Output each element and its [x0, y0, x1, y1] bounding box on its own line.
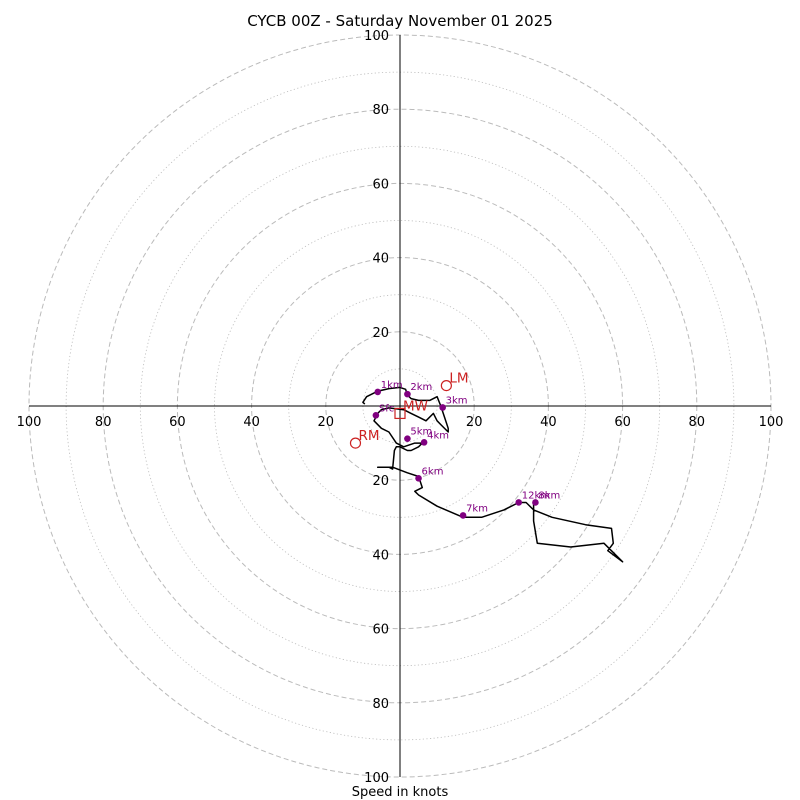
height-marker-3km [439, 404, 446, 411]
storm-motion-lm-label: LM [449, 371, 468, 387]
chart-title: CYCB 00Z - Saturday November 01 2025 [247, 12, 553, 30]
tick-down-80: 80 [372, 697, 389, 712]
tick-left-40: 40 [243, 415, 260, 430]
height-label-8km: 8km [538, 490, 560, 501]
height-label-5km: 5km [410, 427, 432, 438]
height-label-1km: 1km [381, 380, 403, 391]
tick-up-40: 40 [372, 252, 389, 267]
height-marker-7km [459, 512, 467, 519]
storm-motion-rm-marker [349, 437, 362, 449]
storm-motion-markers: LM RM MW [349, 371, 469, 449]
tick-down-100: 100 [364, 771, 389, 786]
tick-up-80: 80 [372, 103, 389, 118]
height-label-2km: 2km [410, 382, 432, 393]
tick-down-40: 40 [372, 548, 389, 563]
height-label-6km: 6km [422, 466, 444, 477]
height-marker-6km [415, 475, 422, 482]
tick-right-20: 20 [466, 415, 483, 430]
x-axis-label: Speed in knots [352, 785, 449, 800]
height-marker-12km [515, 499, 523, 506]
wind-trace [362, 386, 624, 563]
height-label-3km: 3km [446, 395, 468, 406]
height-marker-2km [404, 390, 411, 398]
height-marker-sfc [372, 411, 380, 419]
height-label-sfc: Sfc [379, 403, 394, 414]
height-marker-4km [420, 439, 428, 446]
tick-down-20: 20 [372, 474, 389, 489]
tick-left-100: 100 [17, 415, 42, 430]
axes [29, 35, 771, 777]
tick-up-100: 100 [364, 29, 389, 44]
tick-up-20: 20 [372, 326, 389, 341]
storm-motion-rm-label: RM [358, 428, 379, 444]
storm-motion-mw-label: MW [403, 398, 428, 414]
height-marker-1km [374, 388, 382, 396]
height-marker-8km [532, 499, 539, 506]
tick-down-60: 60 [372, 623, 389, 638]
wind-trace-line [362, 386, 624, 563]
height-label-12km: 12km [522, 490, 550, 501]
tick-right-60: 60 [614, 415, 631, 430]
height-marker-5km [404, 435, 411, 442]
tick-left-20: 20 [318, 415, 335, 430]
tick-right-80: 80 [689, 415, 706, 430]
storm-motion-mw-marker [394, 407, 406, 420]
tick-labels: 20 20 20 20 40 40 40 40 60 60 60 60 80 80 80 80 100 100 10… [17, 29, 784, 786]
tick-right-40: 40 [540, 415, 557, 430]
height-label-7km: 7km [466, 503, 488, 514]
height-label-4km: 4km [427, 430, 449, 441]
tick-left-80: 80 [95, 415, 112, 430]
tick-left-60: 60 [169, 415, 186, 430]
storm-motion-lm-marker [440, 379, 452, 392]
tick-up-60: 60 [372, 177, 389, 192]
tick-right-100: 100 [759, 415, 784, 430]
